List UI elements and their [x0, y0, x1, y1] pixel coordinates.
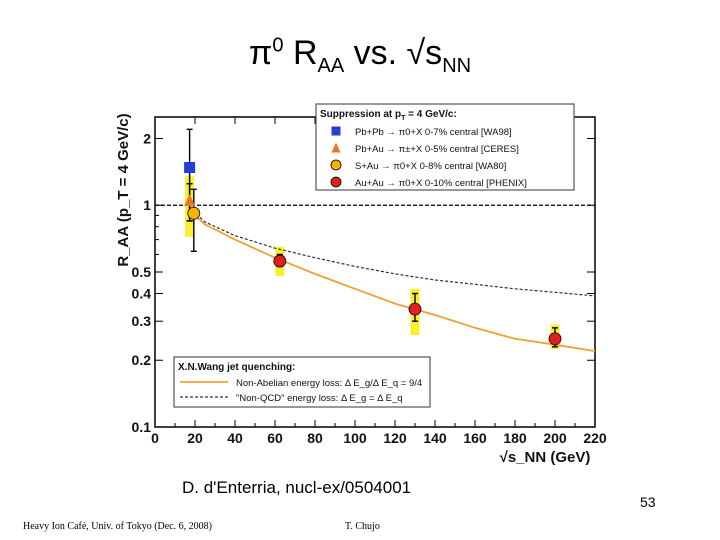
legend-label: Pb+Au → π±+X 0-5% central [CERES]: [355, 144, 519, 155]
y-tick-label: 0.2: [132, 352, 152, 368]
circle-marker: [187, 206, 201, 220]
title-aa: AA: [317, 54, 345, 77]
title-r: R: [283, 34, 318, 72]
footer-left: Heavy Ion Café, Univ. of Tokyo (Dec. 6, …: [23, 521, 212, 532]
data-markers: [184, 161, 562, 346]
slide-title: π0 RAA vs. √sNN: [0, 34, 720, 78]
y-tick-label: 0.3: [132, 313, 152, 329]
raa-chart: 0 20 40 60 80 100 120 140 160 180 200 220 0.1 0.2 0.3…: [115, 103, 607, 466]
x-tick-label: 180: [503, 430, 527, 446]
circle-marker: [408, 302, 422, 316]
legend-items: Pb+Pb → π0+X 0-7% central [WA98] Pb+Au → …: [330, 126, 527, 189]
y-axis-label: R_AA (p_T = 4 GeV/c): [115, 113, 132, 266]
title-pi: π: [248, 34, 273, 72]
theory-legend-label: Non-Abelian energy loss: Δ E_g/Δ E_q = 9…: [236, 378, 422, 389]
circle-marker: [330, 159, 342, 171]
title-nn: NN: [442, 54, 472, 77]
footer-center: T. Chujo: [345, 521, 380, 532]
circle-marker: [330, 176, 342, 188]
theory-legend-title: X.N.Wang jet quenching:: [178, 362, 295, 373]
triangle-marker: [331, 142, 341, 153]
y-tick-label: 0.4: [132, 285, 152, 301]
title-pi-charge: 0: [272, 34, 284, 57]
theory-legend-items: Non-Abelian energy loss: Δ E_g/Δ E_q = 9…: [180, 378, 422, 404]
circle-marker: [273, 254, 287, 268]
x-tick-label: 160: [463, 430, 487, 446]
y-tick-label: 0.1: [132, 419, 152, 435]
page-number: 53: [640, 494, 656, 510]
x-tick-label: 20: [187, 430, 203, 446]
circle-marker: [548, 332, 562, 346]
x-tick-label: 140: [423, 430, 447, 446]
x-tick-label: 220: [583, 430, 607, 446]
legend-box: [315, 103, 575, 191]
y-axis-ticks: 0.1 0.2 0.3 0.4 0.5 1 2: [132, 130, 595, 435]
square-marker: [331, 126, 341, 136]
x-axis-label: √s_NN (GeV): [500, 449, 591, 466]
non-qcd-curve: [188, 206, 596, 297]
title-vs: vs. √s: [344, 34, 443, 72]
x-axis-ticks: 0 20 40 60 80 100 120 140 160 180 200 220: [151, 117, 607, 446]
legend-label: Pb+Pb → π0+X 0-7% central [WA98]: [355, 127, 512, 138]
x-tick-label: 0: [151, 430, 159, 446]
x-tick-label: 60: [267, 430, 283, 446]
theory-legend-label: "Non-QCD" energy loss: Δ E_g = Δ E_q: [236, 393, 403, 404]
legend-title: Suppression at pT = 4 GeV/c:: [320, 109, 457, 122]
triangle-marker: [184, 194, 196, 207]
legend-label: Au+Au → π0+X 0-10% central [PHENIX]: [355, 178, 527, 189]
theory-curves: [188, 206, 596, 352]
y-tick-label: 1: [143, 197, 151, 213]
x-tick-label: 80: [307, 430, 323, 446]
x-tick-label: 120: [383, 430, 407, 446]
y-tick-label: 2: [143, 130, 151, 146]
x-tick-label: 100: [343, 430, 367, 446]
square-marker: [184, 161, 196, 173]
non-abelian-curve: [188, 209, 596, 352]
x-tick-label: 200: [543, 430, 567, 446]
x-tick-label: 40: [227, 430, 243, 446]
legend-label: S+Au → π0+X 0-8% central [WA80]: [355, 161, 506, 172]
citation: D. d'Enterria, nucl-ex/0504001: [182, 478, 412, 497]
y-tick-label: 0.5: [132, 264, 152, 280]
